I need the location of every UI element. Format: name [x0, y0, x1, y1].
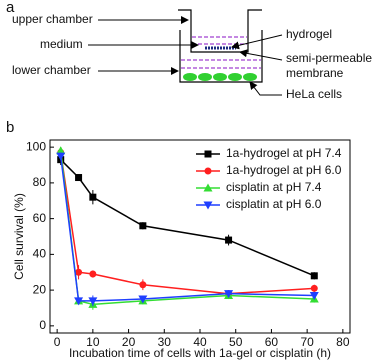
marker: [89, 270, 97, 278]
label: membrane: [286, 66, 344, 80]
arrow: [231, 34, 283, 50]
x-tick-label: 80: [336, 335, 350, 349]
marker: [89, 193, 97, 201]
label: semi-permeable: [286, 51, 372, 65]
marker: [56, 146, 66, 155]
marker: [204, 167, 212, 175]
panel-b: 0 10 20 30 40 50 60 70 80 0 20 40 60 80 100 Incubation …: [12, 139, 351, 360]
x-tick-label: 0: [54, 335, 61, 349]
arrow: [249, 81, 282, 96]
y-tick-label: 0: [39, 318, 46, 332]
panel-a: a upper chamber medium lower chamber hyd…: [6, 0, 372, 101]
marker: [138, 295, 148, 304]
label: upper chamber: [12, 12, 93, 26]
y-tick-label: 60: [33, 211, 47, 225]
y-tick-label: 80: [33, 175, 47, 189]
marker: [139, 222, 147, 230]
marker: [56, 152, 66, 161]
label: lower chamber: [12, 63, 91, 77]
legend-label: 1a-hydrogel at pH 7.4: [226, 146, 342, 160]
y-tick-label: 40: [33, 247, 47, 261]
marker: [310, 284, 318, 292]
marker: [88, 297, 98, 306]
y-axis-label: Cell survival (%): [12, 193, 26, 280]
marker: [75, 174, 83, 182]
x-tick-label: 30: [158, 335, 172, 349]
label: hydrogel: [286, 27, 332, 41]
insert: [178, 9, 262, 53]
x-tick-label: 50: [229, 335, 243, 349]
marker: [139, 281, 147, 289]
x-tick-label: 70: [300, 335, 314, 349]
marker: [203, 201, 213, 210]
legend-label: 1a-hydrogel at pH 6.0: [226, 163, 342, 177]
marker: [75, 268, 83, 276]
label: medium: [40, 37, 83, 51]
marker: [74, 297, 84, 306]
marker: [310, 272, 318, 280]
y-tick-label: 100: [26, 139, 46, 153]
label: HeLa cells: [286, 87, 342, 101]
legend-label: cisplatin at pH 6.0: [226, 197, 322, 211]
cells: [183, 73, 257, 81]
series-line: [59, 152, 315, 295]
x-axis-label: Incubation time of cells with 1a-gel or …: [69, 346, 331, 360]
marker: [203, 183, 213, 192]
x-tick-label: 40: [193, 335, 207, 349]
x-tick-label: 10: [86, 335, 100, 349]
marker: [224, 290, 234, 299]
x-tick-label: 20: [122, 335, 136, 349]
marker: [309, 291, 319, 300]
panel-label: a: [6, 0, 15, 16]
y-tick-label: 20: [33, 282, 47, 296]
marker: [225, 236, 233, 244]
arrow: [239, 49, 283, 61]
legend-label: cisplatin at pH 7.4: [226, 180, 322, 194]
panel-label: b: [6, 119, 14, 136]
x-tick-label: 60: [265, 335, 279, 349]
marker: [204, 150, 212, 158]
series-line: [59, 155, 315, 302]
